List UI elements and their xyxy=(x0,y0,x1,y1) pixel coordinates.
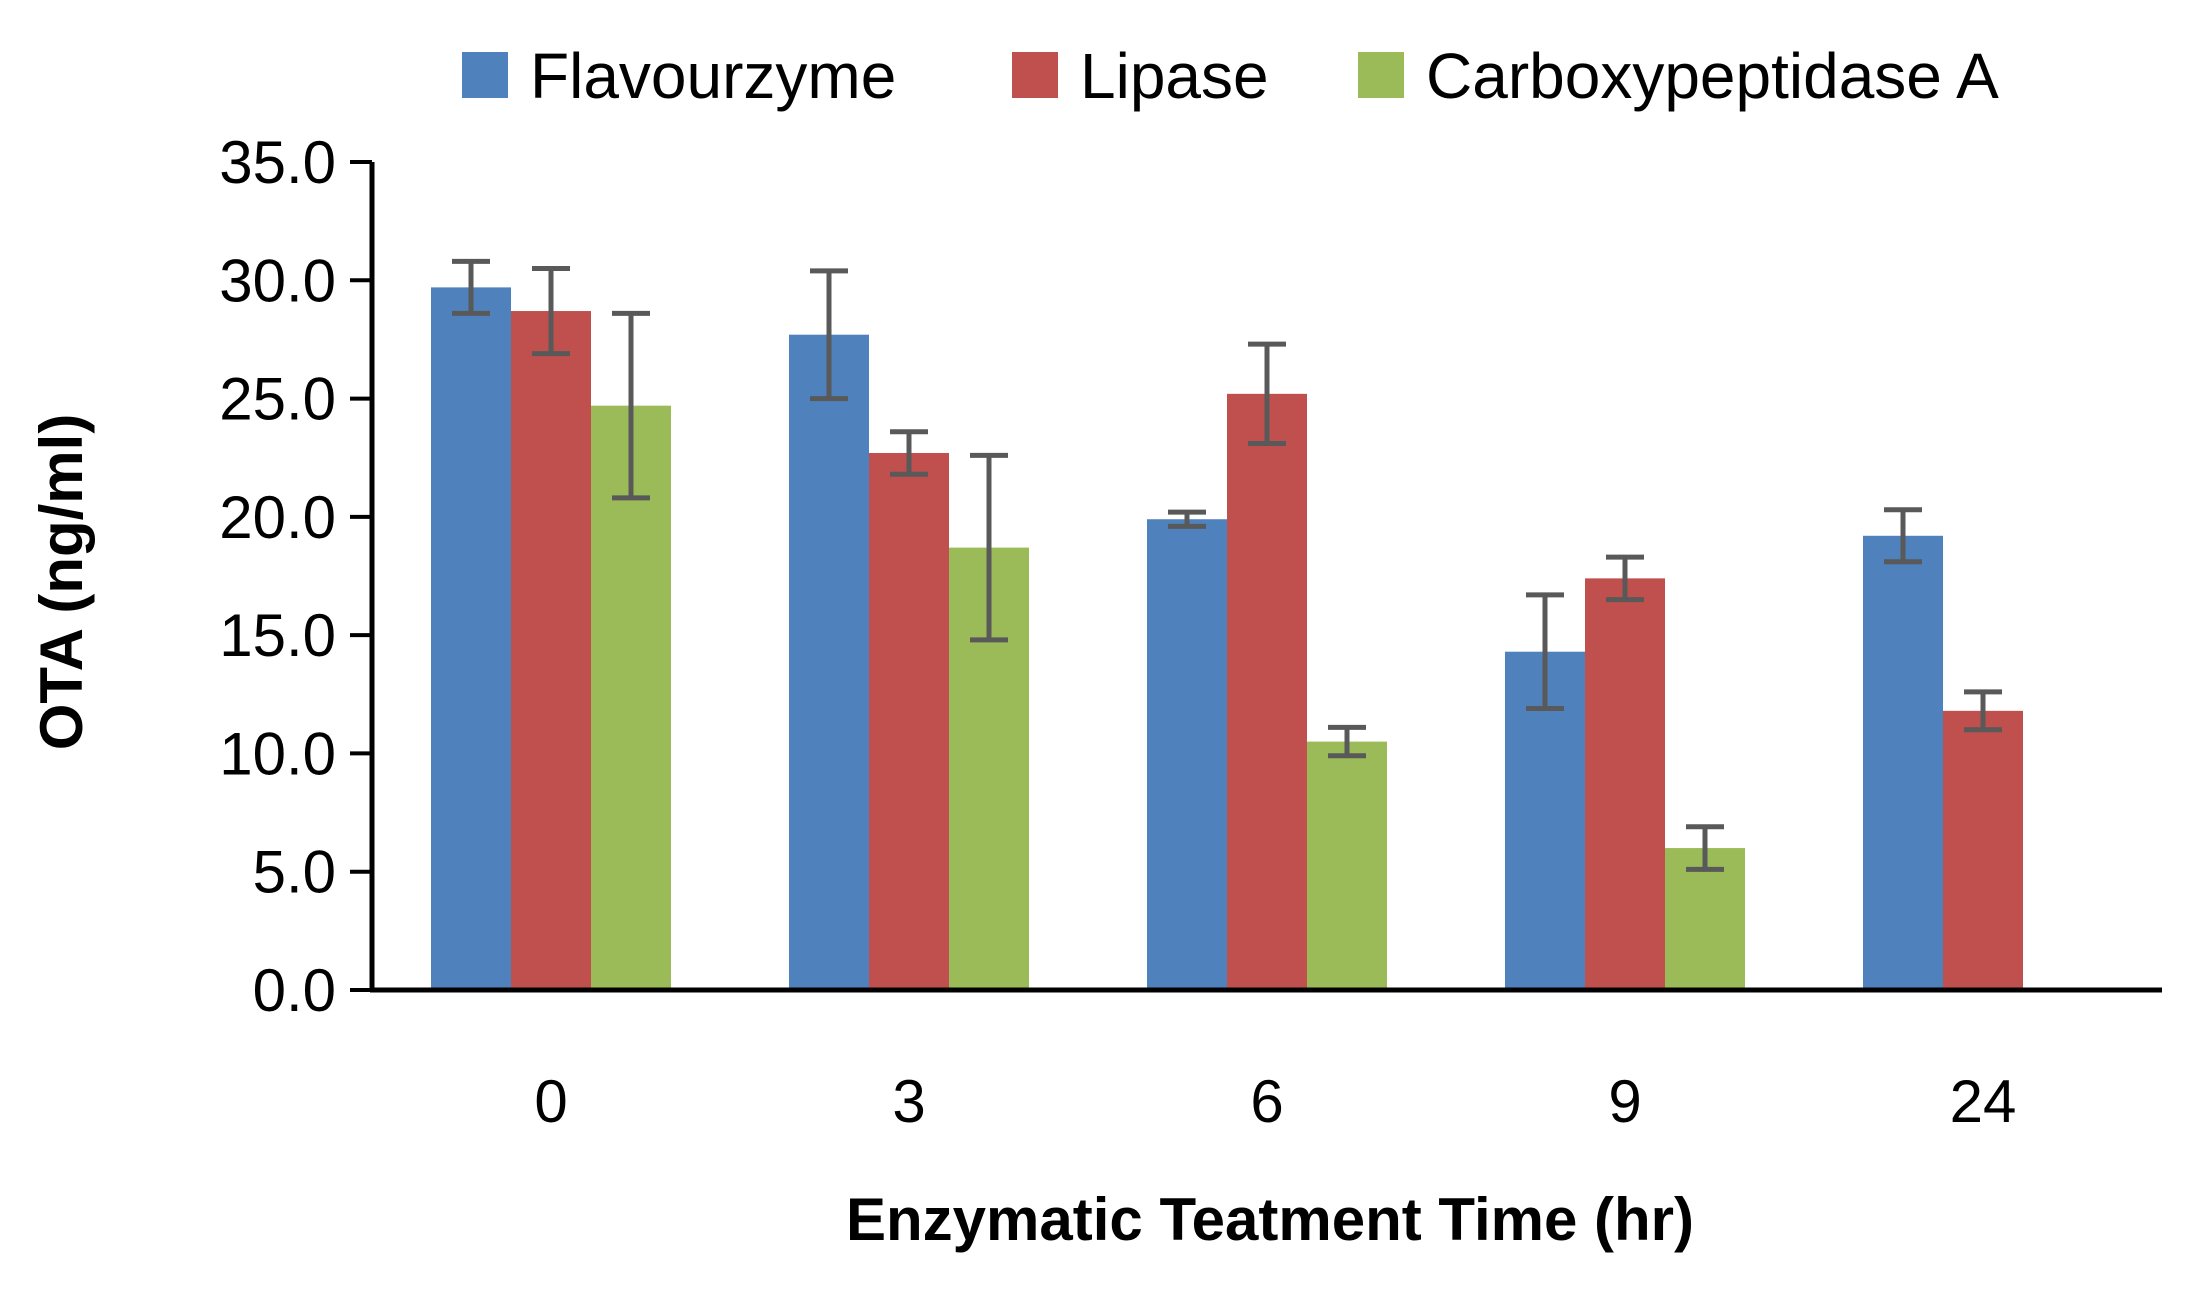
error-bar-flavourzyme-24 xyxy=(1884,507,1922,565)
x-tick-label: 9 xyxy=(1608,1068,1641,1135)
error-bar-lipase-6 xyxy=(1248,341,1286,447)
x-axis-ticks: 0 3 6 9 24 xyxy=(534,1068,2016,1135)
error-bar-flavourzyme-9 xyxy=(1526,592,1564,711)
error-bar-lipase-0 xyxy=(532,265,570,357)
legend: Flavourzyme Lipase Carboxypeptidase A xyxy=(462,40,1999,112)
legend-item-lipase: Lipase xyxy=(1012,40,1269,112)
legend-item-carboxypeptidase-a: Carboxypeptidase A xyxy=(1358,40,1999,112)
legend-swatch xyxy=(462,52,508,98)
bar-lipase-9 xyxy=(1585,578,1665,990)
bar-flavourzyme-0 xyxy=(431,287,511,991)
y-tick-label: 5.0 xyxy=(253,839,336,906)
error-bar-carboxypeptidase-a-9 xyxy=(1686,824,1724,872)
legend-swatch xyxy=(1358,52,1404,98)
y-tick-label: 0.0 xyxy=(253,957,336,1024)
y-tick-label: 15.0 xyxy=(219,602,336,669)
x-tick-label: 6 xyxy=(1250,1068,1283,1135)
y-tick-label: 35.0 xyxy=(219,129,336,196)
error-bar-carboxypeptidase-a-6 xyxy=(1328,724,1366,759)
bar-flavourzyme-24 xyxy=(1863,535,1943,990)
axes xyxy=(369,162,2162,993)
error-bar-flavourzyme-6 xyxy=(1168,509,1206,529)
error-bar-flavourzyme-0 xyxy=(452,258,490,316)
error-bar-flavourzyme-3 xyxy=(810,268,848,402)
error-bar-lipase-3 xyxy=(890,429,928,477)
error-bar-carboxypeptidase-a-3 xyxy=(970,452,1008,643)
bar-lipase-24 xyxy=(1943,710,2023,990)
bars xyxy=(431,287,2023,991)
y-tick-label: 20.0 xyxy=(219,484,336,551)
x-tick-label: 0 xyxy=(534,1068,567,1135)
y-axis-title: OTA (ng/ml) xyxy=(28,414,95,751)
legend-swatch xyxy=(1012,52,1058,98)
legend-label: Carboxypeptidase A xyxy=(1426,40,1999,112)
bar-carboxypeptidase-a-0 xyxy=(591,405,671,990)
error-bar-lipase-24 xyxy=(1964,689,2002,733)
x-tick-label: 24 xyxy=(1950,1068,2017,1135)
bar-lipase-3 xyxy=(869,452,949,990)
error-bar-carboxypeptidase-a-0 xyxy=(612,310,650,501)
x-axis-title: Enzymatic Teatment Time (hr) xyxy=(846,1186,1694,1253)
legend-item-flavourzyme: Flavourzyme xyxy=(462,40,896,112)
bar-lipase-6 xyxy=(1227,393,1307,991)
error-bar-lipase-9 xyxy=(1606,554,1644,603)
y-axis-ticks: 0.0 5.0 10.0 15.0 20.0 25.0 30.0 35.0 xyxy=(219,129,372,1024)
legend-label: Lipase xyxy=(1080,40,1269,112)
legend-label: Flavourzyme xyxy=(530,40,896,112)
bar-flavourzyme-6 xyxy=(1147,519,1227,990)
bar-carboxypeptidase-a-6 xyxy=(1307,741,1387,990)
error-bars xyxy=(452,258,2002,872)
bar-flavourzyme-3 xyxy=(789,334,869,990)
y-tick-label: 30.0 xyxy=(219,247,336,314)
bar-lipase-0 xyxy=(511,311,591,990)
y-tick-label: 10.0 xyxy=(219,720,336,787)
y-tick-label: 25.0 xyxy=(219,366,336,433)
x-tick-label: 3 xyxy=(892,1068,925,1135)
